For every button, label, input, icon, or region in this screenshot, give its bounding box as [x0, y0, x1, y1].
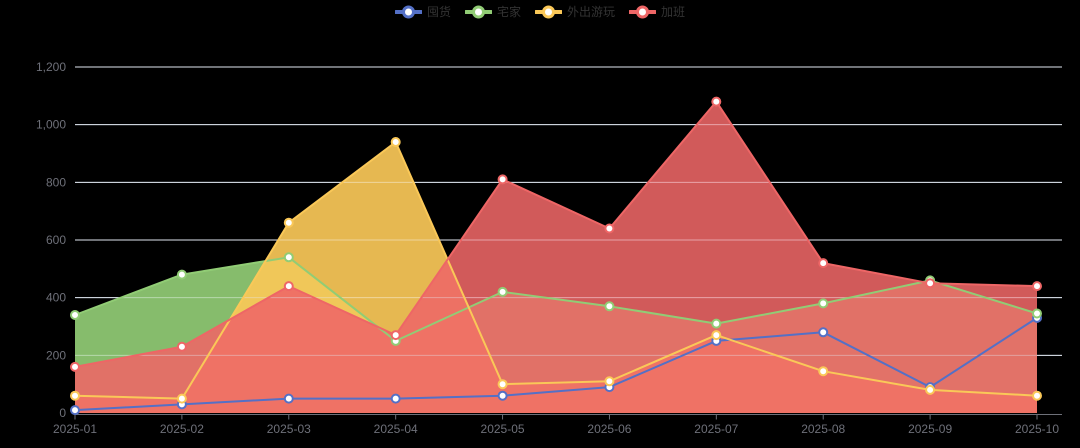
data-point-marker[interactable]	[818, 258, 829, 269]
y-tick-label: 800	[46, 175, 66, 189]
data-point-marker[interactable]	[283, 393, 294, 404]
legend-item-label: 外出游玩	[567, 5, 616, 19]
data-point-marker[interactable]	[1032, 390, 1042, 401]
data-point-marker[interactable]	[176, 269, 187, 280]
data-point-marker[interactable]	[70, 310, 80, 320]
x-tick-label: 2025-08	[801, 422, 845, 436]
data-point-marker[interactable]	[70, 390, 80, 401]
data-point-marker[interactable]	[497, 286, 508, 297]
data-point-marker[interactable]	[497, 379, 508, 390]
data-point-marker[interactable]	[1032, 308, 1042, 319]
y-tick-label: 600	[46, 233, 66, 247]
data-point-marker[interactable]	[390, 137, 401, 147]
data-point-marker[interactable]	[283, 252, 294, 263]
y-tick-label: 200	[46, 348, 66, 362]
data-point-marker[interactable]	[70, 361, 80, 372]
data-point-marker[interactable]	[604, 301, 615, 312]
x-tick-label: 2025-01	[53, 422, 97, 436]
x-axis-labels: 2025-01 2025-02 2025-03 2025-04 2025-05 2025-…	[53, 422, 1059, 436]
legend-item-1[interactable]: 宅家	[463, 3, 523, 21]
data-point-marker[interactable]	[818, 366, 829, 377]
data-point-marker[interactable]	[283, 217, 294, 228]
data-point-marker[interactable]	[711, 330, 722, 341]
data-point-marker[interactable]	[70, 405, 80, 416]
line-0	[74, 316, 1038, 412]
y-tick-label: 400	[46, 291, 66, 305]
x-tick-label: 2025-10	[1015, 422, 1059, 436]
data-point-marker[interactable]	[818, 298, 829, 309]
chart-legend: 囤货 宅家 外出游玩 加班	[0, 3, 1080, 21]
legend-line-marker-icon	[629, 5, 657, 19]
gridlines-overlay	[75, 66, 1062, 356]
x-tick-label: 2025-09	[908, 422, 952, 436]
x-tick-label: 2025-06	[587, 422, 631, 436]
legend-line-marker-icon	[394, 5, 422, 19]
data-point-marker[interactable]	[390, 330, 401, 341]
legend-line-marker-icon	[464, 5, 492, 19]
legend-item-label: 加班	[661, 5, 686, 19]
series-lines	[70, 96, 1042, 416]
legend-line-marker-icon	[535, 5, 562, 19]
data-point-marker[interactable]	[925, 278, 936, 289]
legend-item-label: 囤货	[426, 5, 451, 19]
data-point-marker[interactable]	[176, 393, 187, 404]
y-tick-label: 1,000	[36, 118, 66, 132]
line-3	[74, 100, 1038, 368]
data-point-marker[interactable]	[283, 281, 294, 292]
series-areas	[75, 101, 1037, 413]
data-point-marker[interactable]	[604, 376, 615, 387]
y-tick-label: 0	[59, 406, 66, 420]
data-point-marker[interactable]	[818, 327, 829, 338]
legend-item-3[interactable]: 加班	[627, 3, 687, 21]
data-point-marker[interactable]	[497, 390, 508, 401]
legend-item-2[interactable]: 外出游玩	[533, 3, 617, 21]
legend-item-label: 宅家	[496, 5, 521, 19]
y-tick-label: 1,200	[36, 60, 66, 74]
y-axis-labels: 0 200 400 600 800 1,000 1,200	[36, 60, 66, 420]
x-axis	[74, 414, 1062, 420]
data-point-marker[interactable]	[604, 223, 615, 234]
x-tick-label: 2025-02	[160, 422, 204, 436]
data-point-marker[interactable]	[497, 174, 508, 185]
x-tick-label: 2025-05	[481, 422, 525, 436]
legend-item-0[interactable]: 囤货	[393, 3, 453, 21]
x-tick-label: 2025-07	[694, 422, 738, 436]
data-point-marker[interactable]	[711, 318, 722, 329]
area-3	[75, 101, 1037, 413]
line-1	[74, 256, 1038, 342]
data-point-marker[interactable]	[711, 96, 722, 107]
data-point-marker[interactable]	[176, 341, 187, 352]
data-point-marker[interactable]	[390, 393, 401, 404]
data-point-marker[interactable]	[1032, 281, 1042, 292]
x-tick-label: 2025-03	[267, 422, 311, 436]
line-2	[74, 141, 1038, 400]
data-point-marker[interactable]	[925, 384, 936, 395]
x-tick-label: 2025-04	[374, 422, 418, 436]
